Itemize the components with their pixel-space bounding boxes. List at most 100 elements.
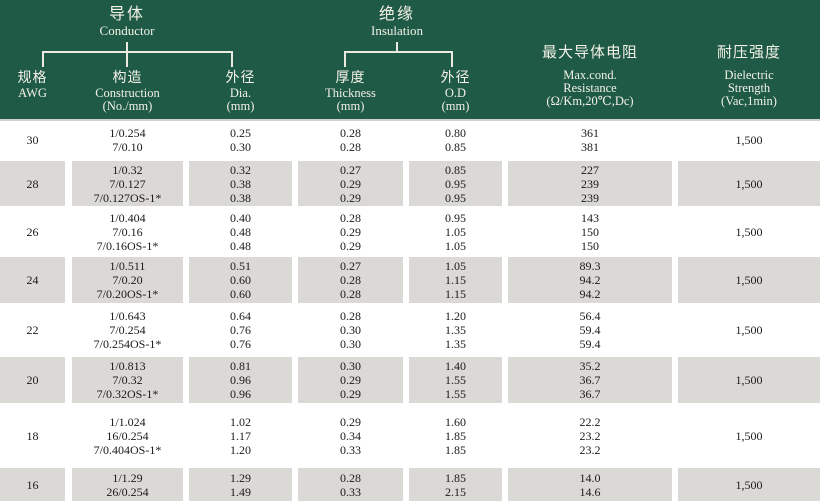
cell-value: 7/0.127OS-1* bbox=[93, 190, 162, 205]
cell-value: 150 bbox=[581, 238, 599, 253]
cell-value: 1.15 bbox=[445, 273, 466, 287]
cell-value: 0.95 bbox=[445, 210, 466, 225]
dielectric-cell: 1,500 bbox=[678, 123, 820, 157]
awg-cell: 30 bbox=[0, 123, 65, 157]
cell-value: 14.0 bbox=[579, 471, 601, 485]
thickness-cell: 0.30 0.29 0.29 bbox=[298, 357, 403, 403]
cell-value: 1/0.254 bbox=[109, 126, 146, 140]
dielectric-value: 1,500 bbox=[735, 133, 763, 147]
awg-value: 24 bbox=[26, 273, 39, 287]
thickness-cell: 0.28 0.33 bbox=[298, 468, 403, 501]
column-header-resistance: 最大导体电阻 Max.cond. Resistance (Ω/Km,20℃,Dc) bbox=[508, 44, 672, 108]
insulation-title-zh: 绝缘 bbox=[378, 6, 415, 23]
cell-value: 1.85 bbox=[445, 442, 466, 457]
dia-cell: 0.32 0.38 0.38 bbox=[189, 161, 292, 206]
cell-value: 0.64 bbox=[230, 309, 251, 323]
cell-value: 0.76 bbox=[230, 323, 251, 337]
dia-cell: 0.25 0.30 bbox=[189, 123, 292, 157]
construction-cell: 1/0.643 7/0.254 7/0.254OS-1* bbox=[72, 307, 183, 353]
od-cell: 1.85 2.15 bbox=[409, 468, 502, 501]
cell-value: 150 bbox=[581, 224, 599, 239]
cell-value: 1.49 bbox=[230, 485, 251, 499]
cell-value: 0.96 bbox=[230, 387, 251, 401]
table-row: 22 1/0.643 7/0.254 7/0.254OS-1* 0.64 0.76 0.76… bbox=[0, 305, 820, 355]
od-cell: 1.40 1.55 1.55 bbox=[409, 357, 502, 403]
od-cell: 1.60 1.85 1.85 bbox=[409, 407, 502, 464]
conductor-bracket-tick-left bbox=[42, 51, 44, 67]
cell-value: 1.40 bbox=[445, 359, 466, 373]
cell-value: 7/0.10 bbox=[112, 140, 143, 154]
awg-cell: 20 bbox=[0, 357, 65, 403]
dia-cell: 0.64 0.76 0.76 bbox=[189, 307, 292, 353]
cell-value: 1.02 bbox=[230, 414, 251, 429]
dielectric-value: 1,500 bbox=[735, 478, 763, 492]
table-row: 30 1/0.254 7/0.10 0.25 0.30 0.28 0.28 0.80 0.85 3… bbox=[0, 121, 820, 159]
dia-cell: 1.29 1.49 bbox=[189, 468, 292, 501]
dielectric-cell: 1,500 bbox=[678, 210, 820, 253]
column-header-awg: 规格 AWG bbox=[0, 70, 65, 100]
cell-value: 1/1.024 bbox=[109, 414, 146, 429]
column-header-line: Dielectric bbox=[724, 68, 774, 82]
table-body: 30 1/0.254 7/0.10 0.25 0.30 0.28 0.28 0.80 0.85 3… bbox=[0, 121, 820, 501]
resistance-cell: 89.3 94.2 94.2 bbox=[508, 257, 672, 303]
column-header-thickness: 厚度 Thickness (mm) bbox=[298, 70, 403, 113]
cell-value: 0.95 bbox=[445, 176, 466, 191]
cell-value: 0.27 bbox=[340, 162, 361, 177]
insulation-bracket-line bbox=[344, 51, 453, 53]
awg-cell: 16 bbox=[0, 468, 65, 501]
cell-value: 2.15 bbox=[445, 485, 466, 499]
cell-value: 0.38 bbox=[230, 176, 251, 191]
cell-value: 7/0.20 bbox=[112, 273, 143, 287]
cell-value: 36.7 bbox=[579, 373, 601, 387]
dielectric-cell: 1,500 bbox=[678, 307, 820, 353]
cell-value: 1/1.29 bbox=[112, 471, 143, 485]
awg-value: 30 bbox=[26, 133, 39, 147]
cell-value: 0.28 bbox=[340, 471, 361, 485]
od-cell: 0.80 0.85 bbox=[409, 123, 502, 157]
thickness-cell: 0.28 0.28 bbox=[298, 123, 403, 157]
column-header-line: O.D bbox=[444, 86, 467, 100]
awg-value: 18 bbox=[26, 428, 39, 443]
table-row: 20 1/0.813 7/0.32 7/0.32OS-1* 0.81 0.96 0.96 0.… bbox=[0, 355, 820, 405]
dia-cell: 0.40 0.48 0.48 bbox=[189, 210, 292, 253]
column-header-dia: 外径 Dia. (mm) bbox=[189, 70, 292, 113]
column-header-line: 构造 bbox=[112, 71, 143, 86]
dielectric-value: 1,500 bbox=[735, 373, 763, 387]
thickness-cell: 0.27 0.28 0.28 bbox=[298, 257, 403, 303]
thickness-cell: 0.29 0.34 0.33 bbox=[298, 407, 403, 464]
cell-value: 0.29 bbox=[340, 373, 361, 387]
cell-value: 1/0.404 bbox=[109, 210, 146, 225]
cell-value: 0.28 bbox=[340, 210, 361, 225]
cell-value: 7/0.16OS-1* bbox=[96, 238, 159, 253]
column-header-line: 耐压强度 bbox=[716, 45, 781, 61]
od-cell: 1.05 1.15 1.15 bbox=[409, 257, 502, 303]
column-header-dielectric: 耐压强度 Dielectric Strength (Vac,1min) bbox=[678, 44, 820, 108]
construction-cell: 1/0.404 7/0.16 7/0.16OS-1* bbox=[72, 210, 183, 253]
cell-value: 94.2 bbox=[579, 287, 601, 301]
cell-value: 1.05 bbox=[445, 238, 466, 253]
column-header-line: Strength bbox=[727, 81, 771, 95]
cell-value: 0.28 bbox=[340, 140, 361, 154]
cell-value: 0.48 bbox=[230, 224, 251, 239]
insulation-group-title: 绝缘 Insulation bbox=[297, 6, 497, 38]
construction-cell: 1/1.29 26/0.254 bbox=[72, 468, 183, 501]
resistance-cell: 35.2 36.7 36.7 bbox=[508, 357, 672, 403]
dielectric-value: 1,500 bbox=[735, 323, 763, 337]
cell-value: 1.60 bbox=[445, 414, 466, 429]
cell-value: 1.15 bbox=[445, 287, 466, 301]
cell-value: 0.28 bbox=[340, 273, 361, 287]
awg-cell: 24 bbox=[0, 257, 65, 303]
cell-value: 0.80 bbox=[445, 126, 466, 140]
column-header-line: Dia. bbox=[229, 86, 252, 100]
cell-value: 1.85 bbox=[445, 471, 466, 485]
cell-value: 94.2 bbox=[579, 273, 601, 287]
cell-value: 0.27 bbox=[340, 259, 361, 273]
cell-value: 0.28 bbox=[340, 309, 361, 323]
column-header-line: (mm) bbox=[336, 99, 365, 113]
cell-value: 0.29 bbox=[340, 387, 361, 401]
cell-value: 23.2 bbox=[579, 428, 601, 443]
column-header-line: Construction bbox=[95, 86, 160, 100]
cell-value: 26/0.254 bbox=[106, 485, 149, 499]
cell-value: 381 bbox=[581, 140, 599, 154]
cell-value: 0.30 bbox=[340, 323, 361, 337]
